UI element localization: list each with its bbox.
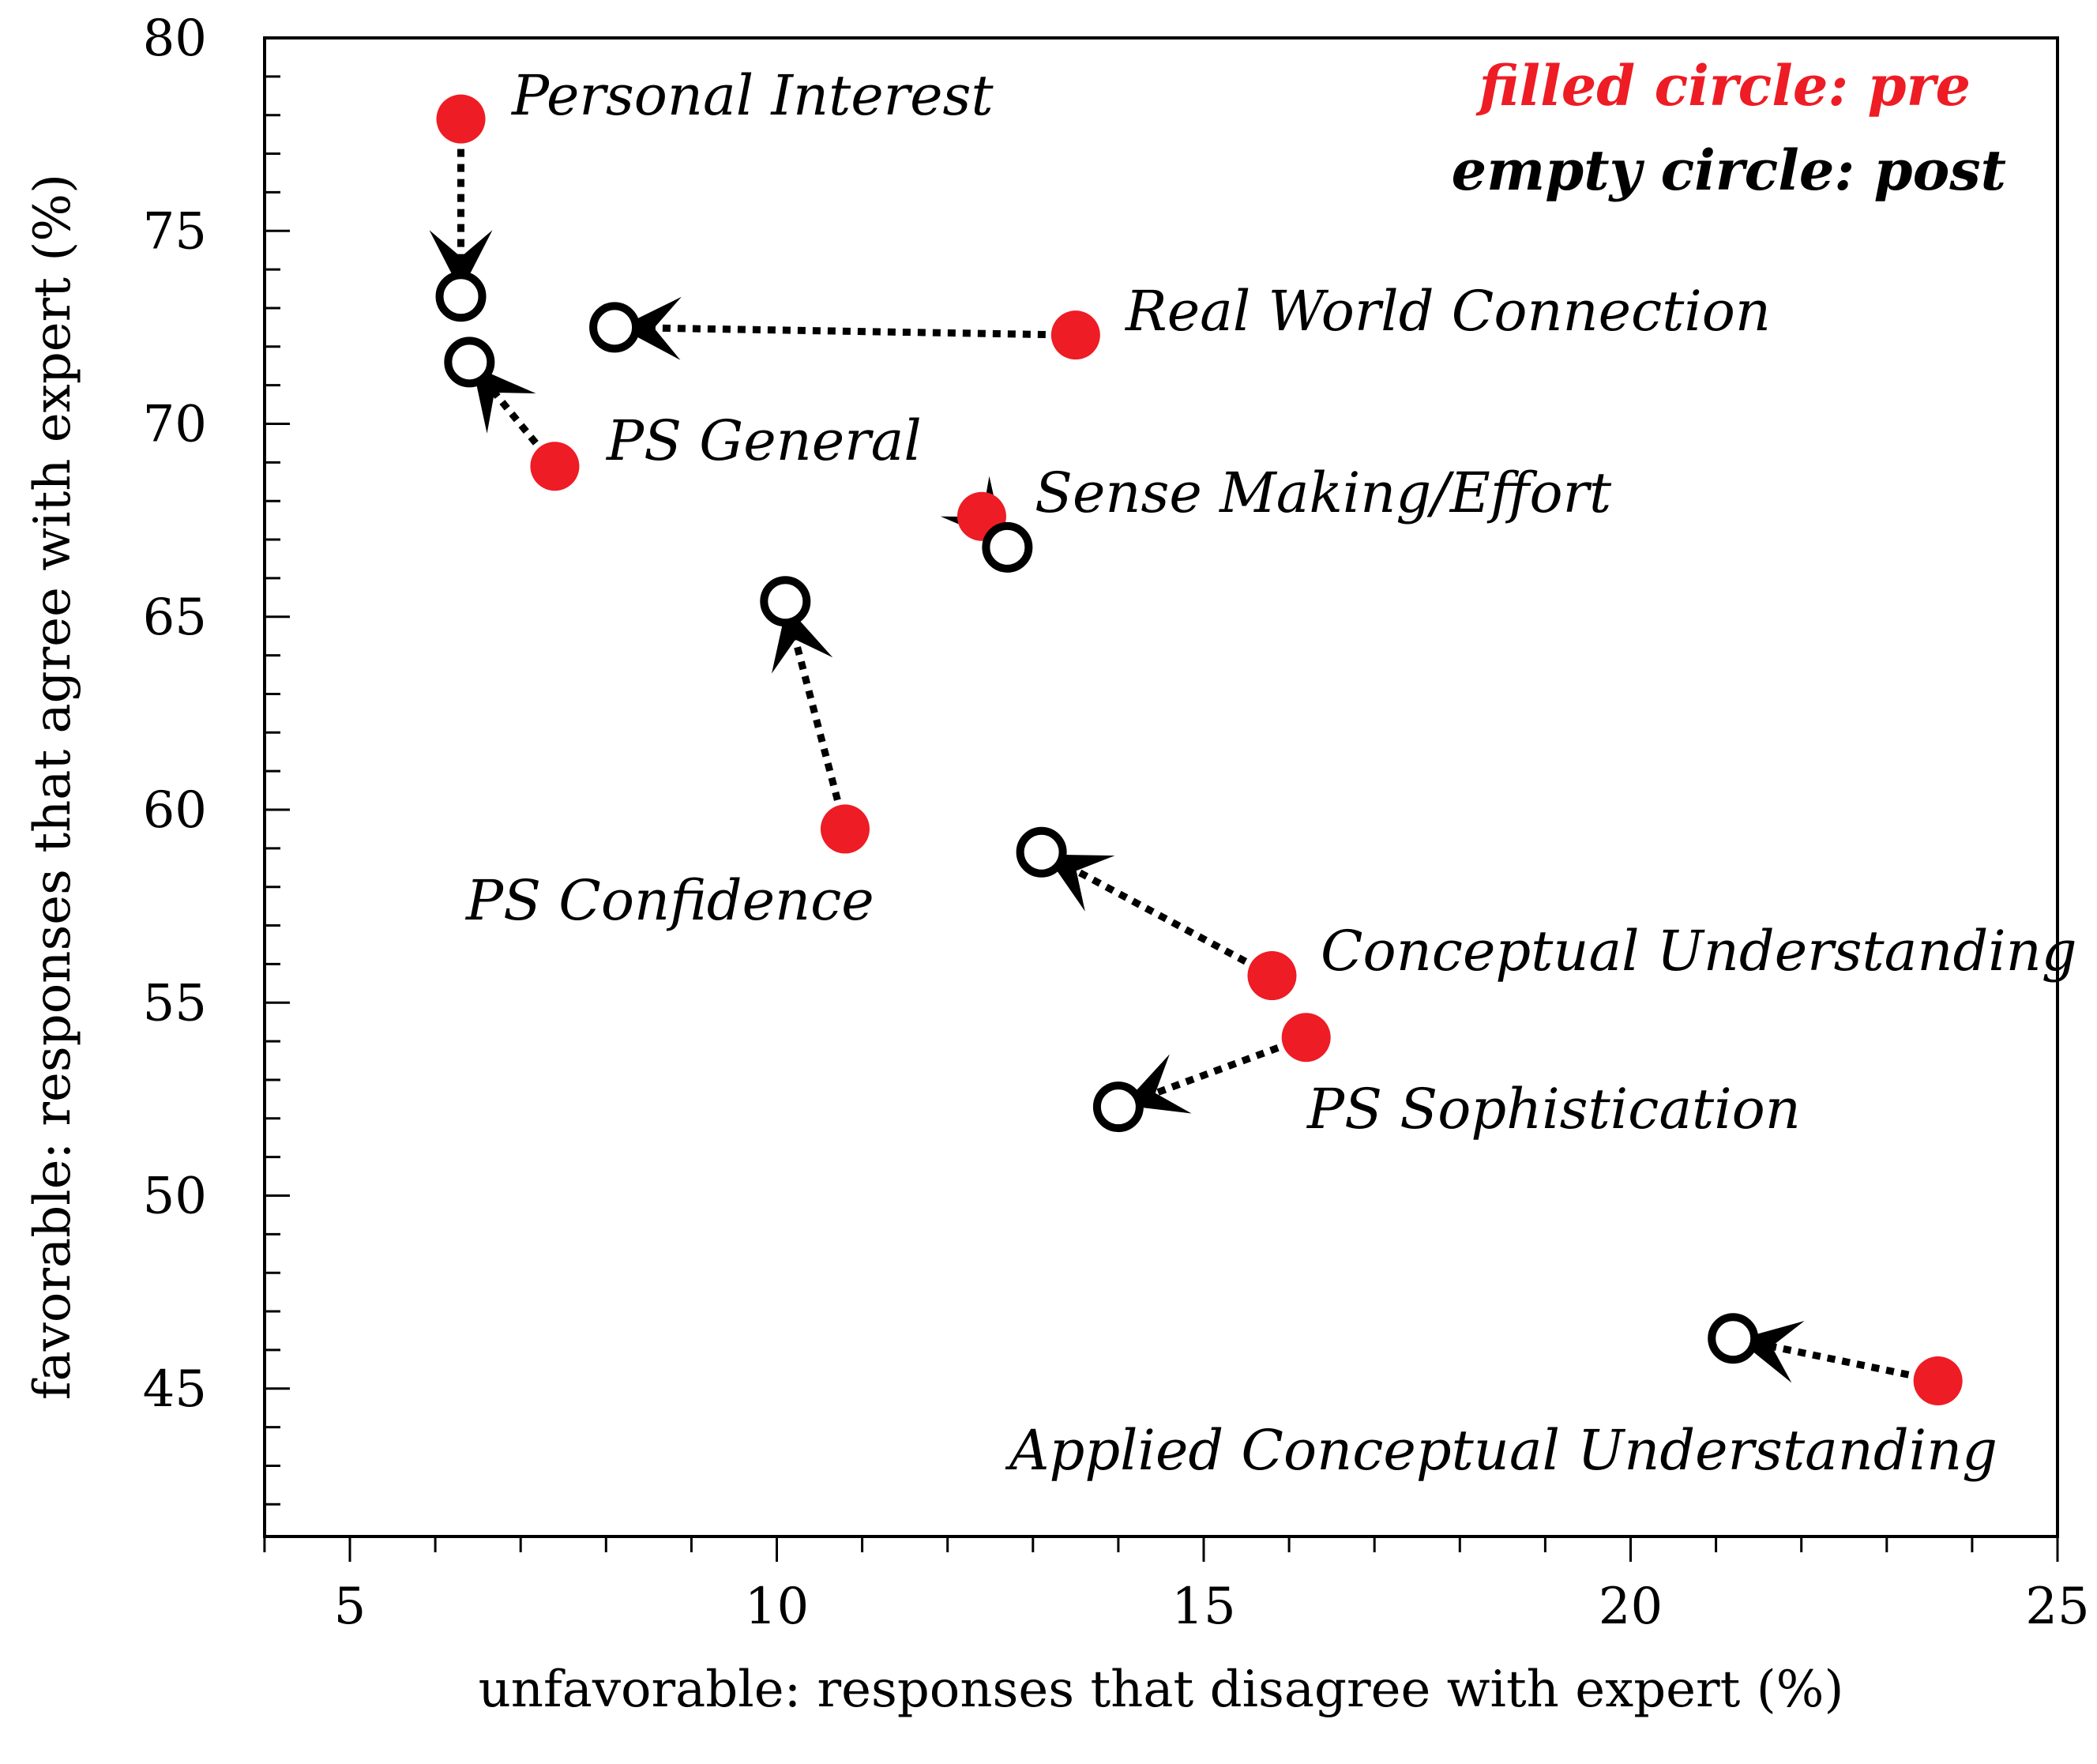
category-label: Sense Making/Effort (1035, 461, 1612, 525)
x-tick-label: 20 (1599, 1578, 1663, 1636)
plot-frame (263, 36, 2059, 1538)
change-arrow-line (1039, 848, 1274, 980)
pre-point (1913, 1356, 1963, 1405)
y-tick-label: 65 (143, 589, 207, 647)
category-labels: Personal Interest Real World Connection PS… (464, 63, 2077, 1483)
legend-post: empty circle: post (1452, 137, 2006, 203)
y-tick-label: 55 (143, 974, 207, 1032)
change-arrow-line (1732, 1334, 1939, 1385)
y-tick-label: 75 (143, 202, 207, 261)
change-arrow-line (614, 323, 1076, 339)
post-point (435, 271, 487, 322)
pre-point (1247, 951, 1297, 1001)
x-tick-label: 10 (745, 1578, 809, 1636)
pre-point (436, 94, 486, 144)
category-label: PS Sophistication (1306, 1077, 1801, 1142)
post-point (1016, 826, 1067, 878)
y-tick-label: 50 (143, 1168, 207, 1226)
post-point (444, 337, 495, 388)
arrowhead (619, 296, 682, 360)
post-point (1092, 1081, 1144, 1133)
y-tick-label: 45 (143, 1360, 207, 1419)
post-point (760, 576, 811, 627)
y-tick-label: 70 (143, 396, 207, 454)
axis-tick-labels: 5 10 15 20 25 45 50 55 60 65 70 75 80 (143, 9, 2090, 1636)
post-point (589, 302, 641, 353)
y-axis-title: favorable: responses that agree with exp… (24, 174, 82, 1400)
pre-point (820, 804, 870, 854)
category-label: PS Confidence (464, 868, 874, 933)
chart-marks (429, 94, 1963, 1405)
x-tick-label: 5 (334, 1578, 366, 1636)
post-point (1708, 1313, 1759, 1364)
category-label: Conceptual Understanding (1321, 919, 2077, 984)
x-axis-title: unfavorable: responses that disagree wit… (479, 1661, 1844, 1719)
x-tick-label: 15 (1171, 1578, 1235, 1636)
category-label: Real World Connection (1124, 279, 1771, 344)
post-point (982, 521, 1033, 573)
arrowhead (472, 366, 536, 434)
category-label: Applied Conceptual Understanding (1005, 1418, 1997, 1483)
arrowhead (1045, 854, 1115, 912)
x-tick-label: 25 (2025, 1578, 2089, 1636)
y-tick-label: 60 (143, 781, 207, 840)
pre-point (1281, 1013, 1331, 1063)
arrowhead (429, 230, 493, 292)
axis-ticks (263, 36, 2059, 1562)
y-tick-label: 80 (143, 9, 207, 68)
pre-point (1050, 310, 1100, 360)
category-label: Personal Interest (510, 63, 994, 128)
pre-point (530, 442, 580, 491)
legend-pre: filled circle: pre (1475, 53, 1971, 118)
category-label: PS General (605, 408, 922, 473)
